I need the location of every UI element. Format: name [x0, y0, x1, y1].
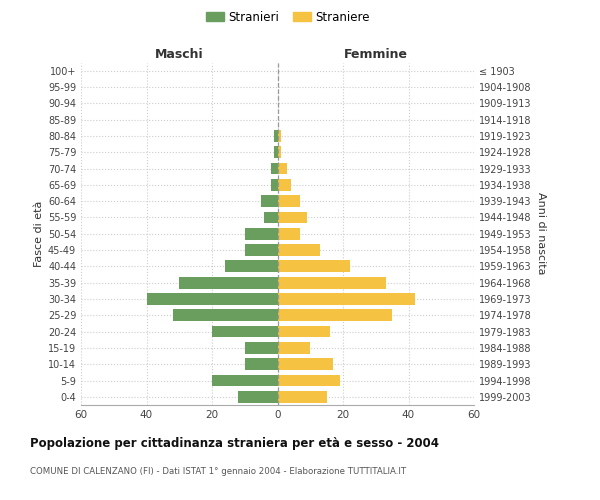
Bar: [238, 391, 277, 402]
Bar: [274, 146, 277, 158]
Bar: [277, 277, 386, 288]
Text: Maschi: Maschi: [155, 48, 203, 61]
Bar: [271, 179, 277, 190]
Bar: [261, 196, 277, 207]
Bar: [277, 196, 301, 207]
Bar: [277, 146, 281, 158]
Bar: [212, 326, 277, 338]
Bar: [277, 244, 320, 256]
Bar: [277, 374, 340, 386]
Bar: [277, 179, 290, 190]
Bar: [277, 358, 333, 370]
Text: Femmine: Femmine: [344, 48, 408, 61]
Bar: [277, 293, 415, 305]
Legend: Stranieri, Straniere: Stranieri, Straniere: [201, 6, 375, 28]
Bar: [265, 212, 277, 224]
Bar: [277, 162, 287, 174]
Bar: [212, 374, 277, 386]
Bar: [179, 277, 277, 288]
Bar: [277, 391, 326, 402]
Bar: [245, 358, 277, 370]
Bar: [277, 342, 310, 354]
Bar: [277, 260, 350, 272]
Bar: [277, 212, 307, 224]
Text: COMUNE DI CALENZANO (FI) - Dati ISTAT 1° gennaio 2004 - Elaborazione TUTTITALIA.: COMUNE DI CALENZANO (FI) - Dati ISTAT 1°…: [30, 468, 406, 476]
Y-axis label: Anni di nascita: Anni di nascita: [536, 192, 545, 275]
Bar: [245, 342, 277, 354]
Text: Popolazione per cittadinanza straniera per età e sesso - 2004: Popolazione per cittadinanza straniera p…: [30, 438, 439, 450]
Y-axis label: Fasce di età: Fasce di età: [34, 200, 44, 267]
Bar: [271, 162, 277, 174]
Bar: [277, 326, 330, 338]
Bar: [277, 310, 392, 321]
Bar: [146, 293, 277, 305]
Bar: [277, 228, 301, 239]
Bar: [245, 228, 277, 239]
Bar: [225, 260, 277, 272]
Bar: [277, 130, 281, 142]
Bar: [274, 130, 277, 142]
Bar: [245, 244, 277, 256]
Bar: [173, 310, 277, 321]
